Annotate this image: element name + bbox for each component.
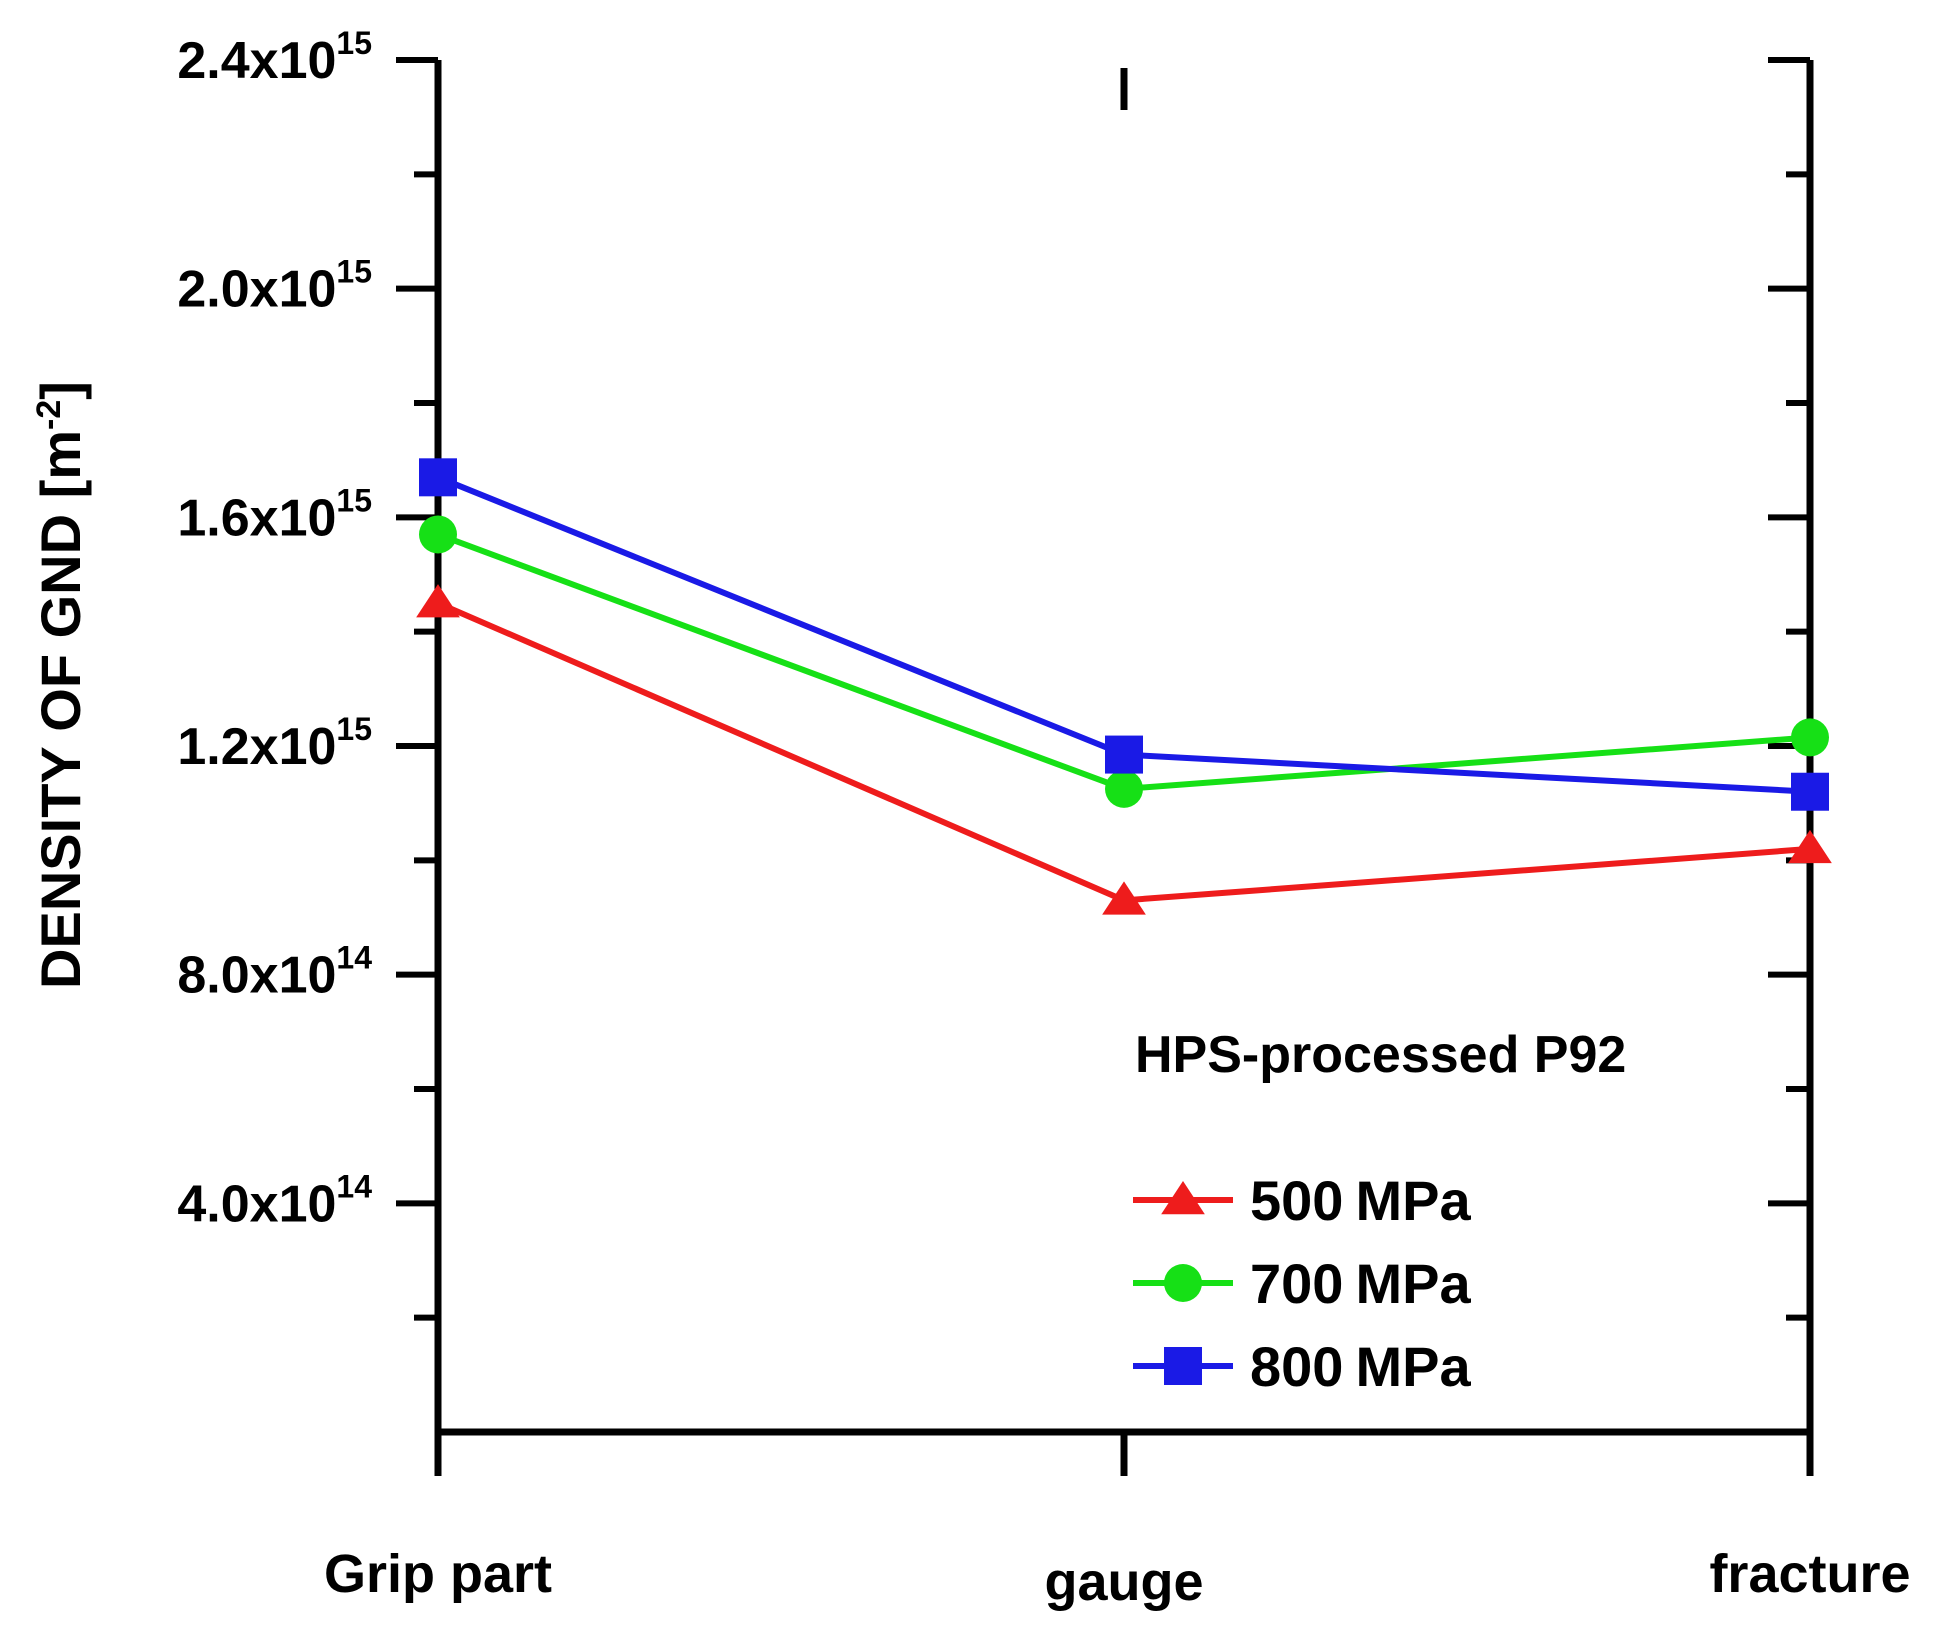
data-point-700: [419, 515, 457, 554]
data-point-700: [1105, 769, 1143, 808]
x-tick-label: Grip part: [324, 1544, 552, 1604]
legend-marker-700: [1164, 1264, 1202, 1302]
data-point-500: [416, 584, 460, 618]
legend-label-700: 700 MPa: [1250, 1252, 1471, 1315]
x-axis-ticks: Grip part gauge fracture: [324, 68, 1911, 1612]
x-tick-label: fracture: [1709, 1544, 1910, 1604]
y-tick-label: 2.4x1015: [177, 25, 372, 90]
data-point-800: [1105, 735, 1143, 774]
chart-annotation: HPS-processed P92: [1135, 1026, 1626, 1084]
legend-marker-800: [1164, 1347, 1202, 1385]
data-point-700: [1791, 718, 1829, 757]
legend-marker-500: [1161, 1181, 1205, 1215]
data-point-500: [1102, 881, 1146, 915]
data-point-800: [1791, 772, 1829, 811]
y-tick-label: 2.0x1015: [177, 254, 372, 319]
legend-label-800: 800 MPa: [1250, 1335, 1471, 1398]
y-tick-label: 8.0x1014: [177, 940, 372, 1005]
x-tick-label: gauge: [1044, 1552, 1203, 1612]
y-tick-label: 1.6x1015: [177, 482, 372, 547]
y-tick-label: 1.2x1015: [177, 711, 372, 776]
data-point-800: [419, 458, 457, 497]
legend: 500 MPa 700 MPa 800 MPa: [1133, 1169, 1471, 1398]
legend-label-500: 500 MPa: [1250, 1169, 1471, 1232]
y-axis-title: DENSITY OF GND [m-2]: [29, 381, 92, 989]
y-tick-label: 4.0x1014: [177, 1168, 372, 1233]
series-layer: [416, 458, 1832, 915]
data-point-500: [1788, 829, 1832, 864]
